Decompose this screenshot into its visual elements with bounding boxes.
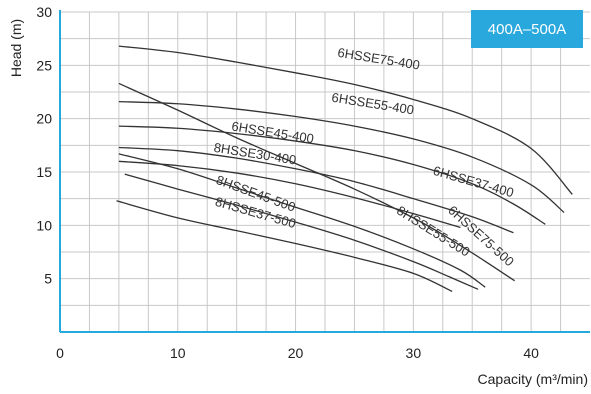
y-tick-label: 25 (36, 57, 52, 73)
x-axis-title: Capacity (m³/min) (478, 371, 588, 387)
badge-text: 400A–500A (488, 21, 566, 38)
curve-8hsse30-400 (118, 160, 461, 229)
y-tick-label: 20 (36, 111, 52, 127)
y-tick-label: 10 (36, 217, 52, 233)
x-tick-label: 30 (406, 345, 422, 361)
x-tick-label: 0 (56, 345, 64, 361)
curves (116, 45, 573, 293)
curve-6hsse37-400 (118, 146, 514, 234)
curve-6hsse75-500 (118, 82, 515, 282)
curve-6hsse45-400 (118, 125, 546, 225)
curve-6hsse55-400 (118, 100, 565, 214)
y-tick-label: 5 (44, 271, 52, 287)
x-tick-label: 20 (288, 345, 304, 361)
grid (60, 11, 590, 332)
curve-8hsse55-500 (124, 173, 479, 290)
y-tick-label: 30 (36, 4, 52, 20)
curve-label-6hsse37-400: 6HSSE37-400 (431, 163, 515, 200)
y-tick-label: 15 (36, 164, 52, 180)
badge-box (471, 10, 583, 48)
curve-8hsse37-500 (116, 200, 453, 293)
range-badge: 400A–500A (471, 10, 583, 48)
x-tick-label: 10 (170, 345, 186, 361)
curve-label-6hsse55-400: 6HSSE55-400 (331, 90, 415, 118)
x-tick-label: 40 (523, 345, 539, 361)
curve-6hsse75-400 (118, 45, 573, 195)
curve-label-6hsse45-400: 6HSSE45-400 (230, 118, 314, 146)
y-axis-title: Head (m) (8, 19, 24, 77)
curve-label-6hsse75-400: 6HSSE75-400 (336, 45, 420, 73)
curve-8hsse45-500 (118, 153, 486, 288)
curve-label-8hsse30-400: 8HSSE30-400 (213, 140, 297, 168)
axes: 0 10 20 30 40 5 10 15 20 25 30 (36, 4, 590, 361)
